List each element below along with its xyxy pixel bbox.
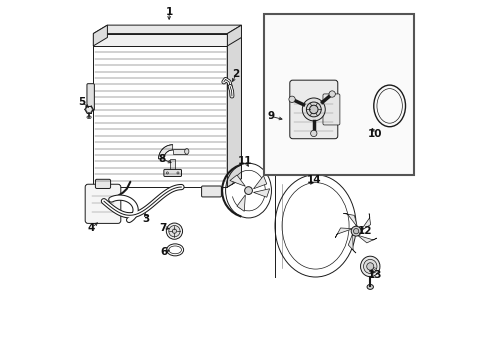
Ellipse shape [367, 263, 374, 270]
FancyBboxPatch shape [201, 186, 221, 197]
Bar [93, 33, 227, 46]
Text: 11: 11 [238, 156, 252, 166]
Ellipse shape [245, 187, 252, 194]
Polygon shape [227, 37, 242, 187]
Ellipse shape [311, 130, 317, 136]
Text: 2: 2 [233, 69, 240, 79]
Ellipse shape [169, 225, 180, 237]
FancyBboxPatch shape [164, 170, 181, 176]
Polygon shape [159, 145, 172, 159]
FancyBboxPatch shape [85, 184, 121, 224]
Bar [172, 149, 187, 154]
Polygon shape [335, 228, 353, 238]
Text: 13: 13 [368, 270, 383, 280]
Text: 4: 4 [88, 222, 95, 233]
Polygon shape [343, 213, 357, 227]
Text: 9: 9 [268, 112, 275, 121]
Polygon shape [237, 195, 245, 211]
Ellipse shape [185, 149, 189, 154]
Ellipse shape [351, 226, 361, 236]
Ellipse shape [166, 172, 169, 174]
Bar [93, 46, 227, 187]
Text: 7: 7 [159, 222, 167, 233]
Polygon shape [253, 176, 267, 189]
Polygon shape [348, 234, 356, 253]
Ellipse shape [177, 172, 179, 174]
FancyBboxPatch shape [290, 80, 338, 139]
Ellipse shape [166, 223, 183, 239]
Polygon shape [360, 213, 370, 231]
Polygon shape [230, 175, 245, 186]
Ellipse shape [87, 116, 91, 118]
Text: 6: 6 [160, 247, 168, 257]
Text: 10: 10 [368, 129, 383, 139]
Ellipse shape [367, 284, 373, 289]
Text: 14: 14 [306, 175, 321, 185]
Text: 3: 3 [143, 214, 150, 224]
Text: 5: 5 [78, 98, 86, 107]
Ellipse shape [329, 91, 335, 97]
Bar [265, 14, 415, 175]
Ellipse shape [289, 96, 295, 103]
Polygon shape [253, 189, 270, 197]
Polygon shape [93, 25, 107, 46]
Polygon shape [357, 235, 377, 243]
FancyBboxPatch shape [323, 94, 340, 125]
Ellipse shape [172, 229, 176, 233]
Text: 1: 1 [166, 8, 173, 17]
Ellipse shape [310, 105, 318, 114]
Polygon shape [93, 25, 242, 33]
Ellipse shape [353, 229, 359, 234]
Ellipse shape [361, 256, 380, 277]
Ellipse shape [364, 259, 377, 274]
Text: 8: 8 [158, 154, 166, 164]
Ellipse shape [306, 102, 321, 117]
Ellipse shape [86, 106, 92, 113]
Text: 12: 12 [358, 226, 372, 236]
FancyBboxPatch shape [87, 84, 95, 111]
Ellipse shape [302, 98, 325, 121]
Polygon shape [227, 25, 242, 187]
FancyBboxPatch shape [99, 186, 119, 197]
FancyBboxPatch shape [96, 179, 111, 189]
Bar [170, 159, 175, 171]
